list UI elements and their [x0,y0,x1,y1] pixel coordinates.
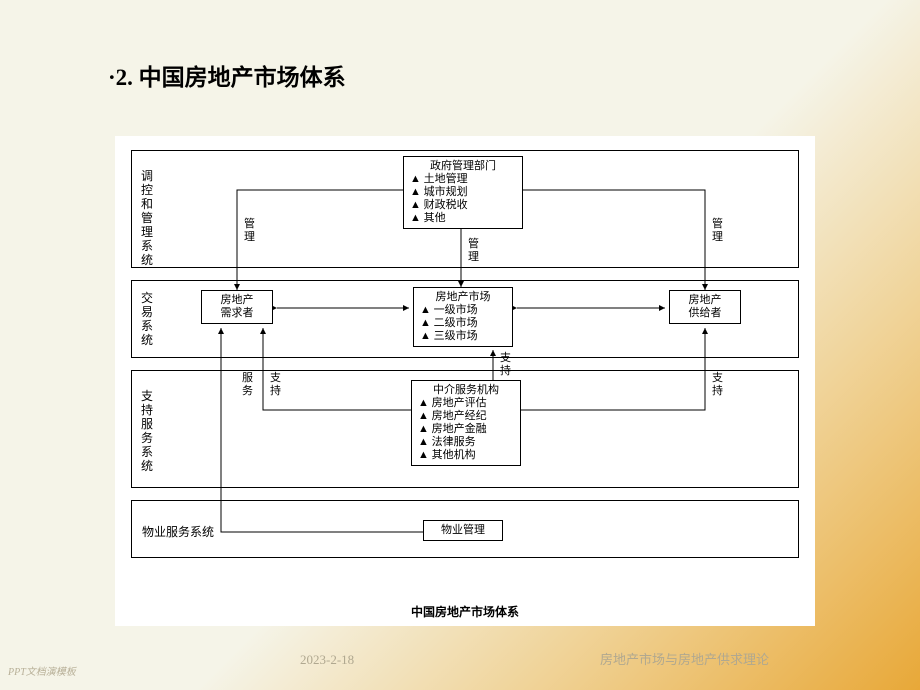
system-property-label: 物业服务系统 [142,523,214,540]
box-demand-line: 需求者 [208,307,266,320]
box-market-item: ▲ 二级市场 [420,317,506,330]
page-title: ·2. 中国房地产市场体系 [108,58,346,92]
box-supply-line: 房地产 [676,294,734,307]
box-agency: 中介服务机构 ▲ 房地产评估 ▲ 房地产经纪 ▲ 房地产金融 ▲ 法律服务 ▲ … [411,380,521,466]
box-agency-item: ▲ 房地产金融 [418,423,514,436]
box-government-item: ▲ 城市规划 [410,186,516,199]
box-government-title: 政府管理部门 [410,160,516,173]
box-market-item: ▲ 三级市场 [420,330,506,343]
box-agency-item: ▲ 房地产评估 [418,397,514,410]
edge-label-manage-2: 管理 [467,238,480,264]
box-government: 政府管理部门 ▲ 土地管理 ▲ 城市规划 ▲ 财政税收 ▲ 其他 [403,156,523,229]
box-government-item: ▲ 财政税收 [410,199,516,212]
edge-label-support-3: 支持 [711,372,724,398]
footer-topic: 房地产市场与房地产供求理论 [600,649,769,668]
box-property-title: 物业管理 [430,524,496,537]
footer-template-label: PPT文档演模板 [8,663,76,678]
box-property: 物业管理 [423,520,503,541]
edge-label-manage-1: 管理 [243,218,256,244]
box-demand: 房地产 需求者 [201,290,273,324]
edge-label-support-1: 支持 [499,352,512,378]
edge-label-service: 服务 [241,372,254,398]
footer-date: 2023-2-18 [300,652,354,668]
edge-label-support-2: 支持 [269,372,282,398]
box-market-title: 房地产市场 [420,291,506,304]
box-agency-item: ▲ 其他机构 [418,449,514,462]
box-supply: 房地产 供给者 [669,290,741,324]
box-government-item: ▲ 土地管理 [410,173,516,186]
box-market: 房地产市场 ▲ 一级市场 ▲ 二级市场 ▲ 三级市场 [413,287,513,347]
system-support-label: 支持服务系统 [140,389,154,473]
system-regulation-label: 调控和管理系统 [140,169,154,267]
system-transaction-label: 交易系统 [140,291,154,347]
box-demand-line: 房地产 [208,294,266,307]
box-supply-line: 供给者 [676,307,734,320]
box-agency-item: ▲ 房地产经纪 [418,410,514,423]
box-market-item: ▲ 一级市场 [420,304,506,317]
edge-label-manage-3: 管理 [711,218,724,244]
box-agency-title: 中介服务机构 [418,384,514,397]
diagram-caption: 中国房地产市场体系 [115,603,815,620]
box-agency-item: ▲ 法律服务 [418,436,514,449]
diagram-frame: 调控和管理系统 交易系统 支持服务系统 物业服务系统 [121,142,809,620]
diagram-container: 调控和管理系统 交易系统 支持服务系统 物业服务系统 [115,136,815,626]
box-government-item: ▲ 其他 [410,212,516,225]
